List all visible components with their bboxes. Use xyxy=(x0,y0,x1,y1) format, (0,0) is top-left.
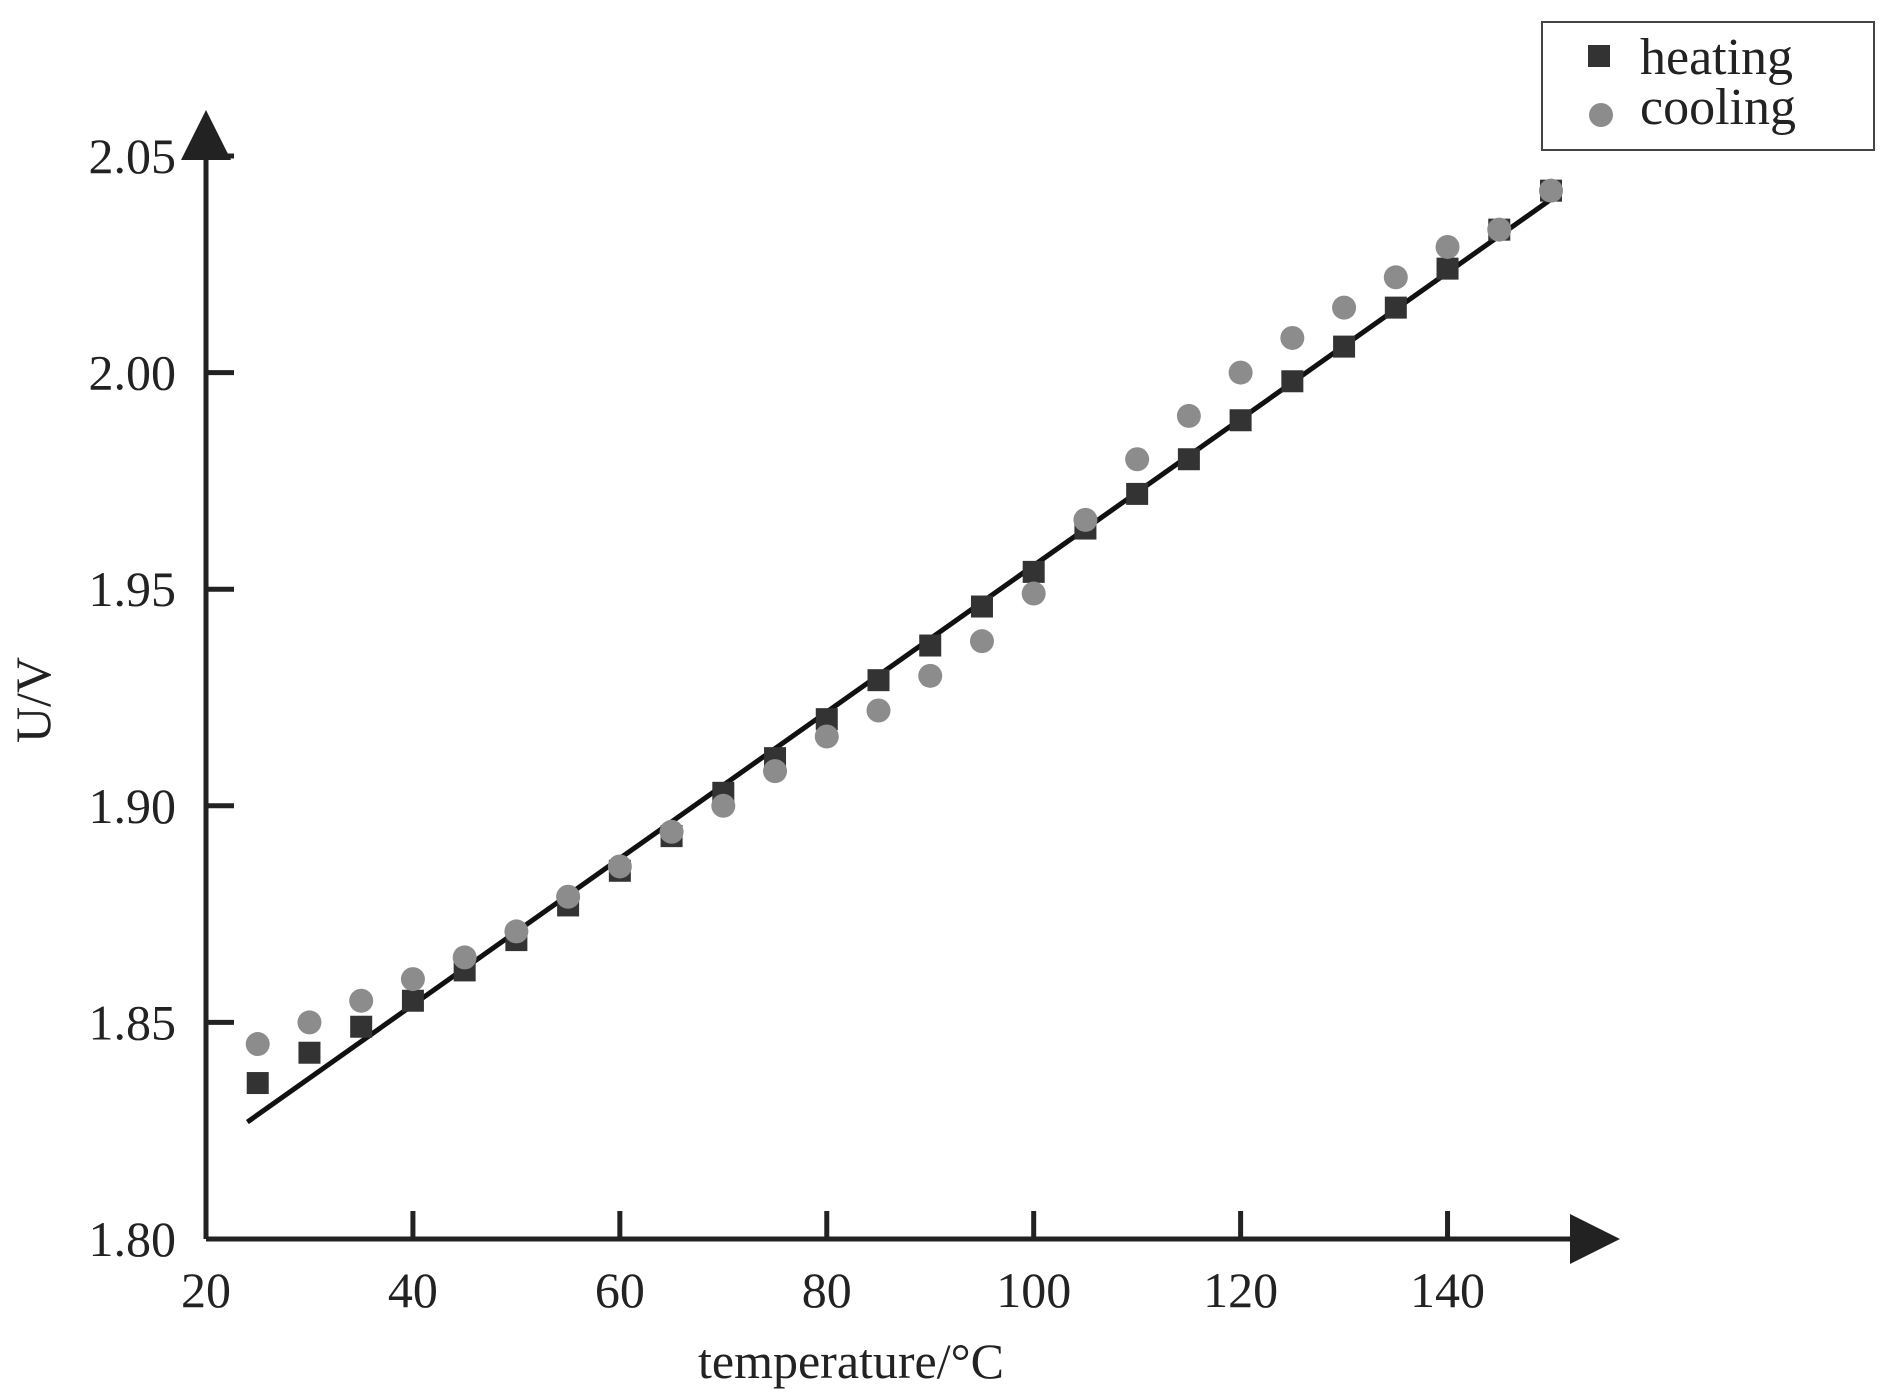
cooling-point xyxy=(297,1010,322,1035)
heating-point xyxy=(1126,482,1149,505)
cooling-point xyxy=(400,967,425,992)
x-tick-label: 80 xyxy=(802,1262,852,1318)
x-axis-title: temperature/°C xyxy=(698,1333,1004,1389)
heating-point xyxy=(298,1041,321,1064)
heating-point xyxy=(1333,335,1356,358)
cooling-point xyxy=(556,884,581,909)
heating-point xyxy=(401,989,424,1012)
y-tick-label: 1.90 xyxy=(89,778,177,834)
y-tick-label: 2.05 xyxy=(89,128,177,184)
cooling-point xyxy=(1539,178,1563,203)
cooling-point xyxy=(607,854,632,879)
y-tick-label: 1.95 xyxy=(89,561,177,617)
cooling-point xyxy=(1487,217,1512,242)
legend-cooling-marker xyxy=(1589,103,1613,127)
cooling-point xyxy=(1125,447,1150,472)
y-tick-label: 1.85 xyxy=(89,994,177,1050)
legend-box xyxy=(1541,21,1875,151)
cooling-point xyxy=(1280,325,1305,350)
cooling-point xyxy=(969,629,994,654)
heating-point xyxy=(815,708,838,731)
heating-point xyxy=(970,595,993,618)
cooling-point xyxy=(349,988,374,1013)
x-tick-label: 40 xyxy=(388,1262,438,1318)
x-tick-label: 120 xyxy=(1203,1262,1278,1318)
cooling-point xyxy=(866,698,891,723)
cooling-point xyxy=(763,759,788,784)
heating-point xyxy=(867,669,890,692)
cooling-point xyxy=(814,724,839,749)
cooling-point xyxy=(1383,265,1408,290)
legend-heating-marker xyxy=(1588,45,1610,67)
x-tick-label: 140 xyxy=(1410,1262,1485,1318)
cooling-point xyxy=(1073,507,1098,532)
legend: heating cooling xyxy=(1541,21,1875,151)
fit-line xyxy=(245,197,1553,1125)
cooling-point xyxy=(711,793,736,818)
y-axis-ticks: 1.80 1.85 1.90 1.95 2.00 2.05 xyxy=(89,128,234,1267)
cooling-point xyxy=(452,945,477,970)
heating-point xyxy=(1436,257,1459,280)
heating-point xyxy=(1229,409,1252,432)
heating-point xyxy=(1281,370,1304,393)
legend-cooling-label: cooling xyxy=(1640,79,1796,136)
cooling-point xyxy=(1332,295,1357,320)
cooling-point xyxy=(504,919,529,944)
x-tick-label: 60 xyxy=(595,1262,645,1318)
cooling-point xyxy=(1228,360,1253,385)
heating-series xyxy=(246,179,1562,1095)
cooling-point xyxy=(1176,403,1201,428)
cooling-point xyxy=(245,1032,270,1057)
cooling-point xyxy=(1021,581,1046,606)
y-tick-label: 1.80 xyxy=(89,1211,177,1267)
x-axis-ticks: 20 40 60 80 100 120 140 xyxy=(181,1211,1485,1318)
heating-point xyxy=(350,1015,373,1038)
legend-heating-label: heating xyxy=(1640,29,1793,86)
heating-point xyxy=(919,634,942,657)
cooling-point xyxy=(1435,234,1460,259)
heating-point xyxy=(1384,296,1407,319)
heating-point xyxy=(1177,448,1200,471)
cooling-point xyxy=(918,663,943,688)
cooling-point xyxy=(659,819,684,844)
x-tick-label: 100 xyxy=(996,1262,1071,1318)
x-tick-label: 20 xyxy=(181,1262,231,1318)
heating-point xyxy=(246,1072,269,1095)
cooling-series xyxy=(245,178,1563,1057)
heating-point xyxy=(1022,560,1045,583)
y-tick-label: 2.00 xyxy=(89,345,177,401)
y-axis-title: U/V xyxy=(5,657,61,743)
